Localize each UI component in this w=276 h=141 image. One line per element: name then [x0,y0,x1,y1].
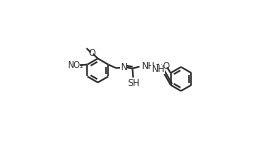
Text: O: O [88,49,95,58]
Text: NO₂: NO₂ [67,61,84,70]
Text: NH: NH [142,62,155,71]
Text: N: N [120,63,127,72]
Text: SH: SH [127,79,139,88]
Text: O: O [163,62,170,71]
Text: NH: NH [151,65,165,74]
